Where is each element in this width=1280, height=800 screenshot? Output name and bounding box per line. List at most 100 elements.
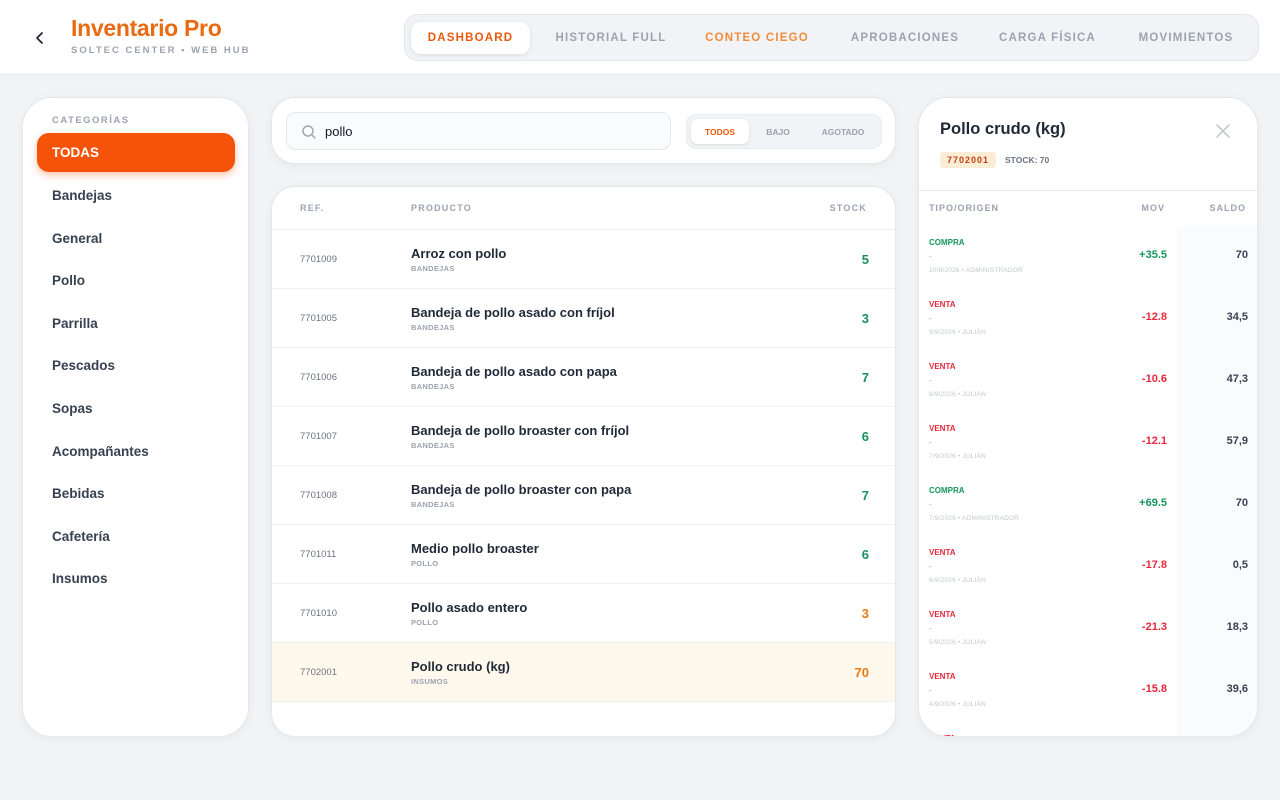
movement-meta: 4/9/2026 • JULIÁN — [929, 701, 986, 708]
table-row[interactable]: 7701011 Medio pollo broaster POLLO 6 — [272, 525, 895, 584]
movement-amount: -12.1 — [1141, 435, 1167, 447]
column-header-stock: STOCK — [829, 203, 867, 213]
column-header-ref: REF. — [300, 203, 325, 213]
movement-origin: - — [929, 624, 932, 633]
row-product-category: POLLO — [411, 618, 439, 627]
row-ref: 7701005 — [300, 313, 337, 324]
row-ref: 7701010 — [300, 608, 337, 619]
category-parrilla[interactable]: Parrilla — [52, 316, 98, 331]
movements-list[interactable]: COMPRA - 10/8/2026 • ADMINISTRADOR +35.5 70 V… — [919, 226, 1257, 736]
category-acompanantes[interactable]: Acompañantes — [52, 444, 149, 459]
row-product-category: BANDEJAS — [411, 382, 455, 391]
movement-saldo: 70 — [1235, 249, 1248, 261]
detail-ref-badge: 7702001 — [940, 152, 997, 168]
category-todas[interactable]: TODAS — [37, 133, 235, 172]
table-row[interactable]: 7702001 Pollo crudo (kg) INSUMOS 70 — [272, 643, 895, 702]
categories-sidebar: CATEGORÍAS TODAS Bandejas General Pollo … — [22, 97, 249, 737]
row-ref: 7702001 — [300, 667, 337, 678]
category-pollo[interactable]: Pollo — [52, 273, 85, 288]
row-product-category: BANDEJAS — [411, 264, 455, 273]
row-ref: 7701011 — [300, 549, 337, 560]
row-product-category: BANDEJAS — [411, 500, 455, 509]
column-header-product: PRODUCTO — [411, 203, 472, 213]
tab-movimientos[interactable]: MOVIMIENTOS — [1138, 32, 1234, 44]
tab-conteo-ciego[interactable]: CONTEO CIEGO — [705, 32, 809, 44]
movement-meta: 7/9/2026 • JULIÁN — [929, 453, 986, 460]
search-input[interactable] — [325, 113, 655, 149]
table-row[interactable]: 7701006 Bandeja de pollo asado con papa BA… — [272, 348, 895, 407]
row-product-name: Bandeja de pollo broaster con papa — [411, 482, 632, 497]
table-row[interactable]: 7701010 Pollo asado entero POLLO 3 — [272, 584, 895, 643]
movement-amount: +35.5 — [1139, 249, 1167, 261]
category-insumos[interactable]: Insumos — [52, 571, 108, 586]
filter-agotado[interactable]: AGOTADO — [821, 126, 865, 137]
filter-todos[interactable]: TODOS — [691, 119, 749, 144]
saldo-cell-background — [1177, 660, 1257, 722]
category-bandejas[interactable]: Bandejas — [52, 188, 113, 203]
row-stock: 5 — [861, 252, 869, 267]
tab-dashboard[interactable]: DASHBOARD — [411, 22, 530, 54]
saldo-cell-background — [1177, 412, 1257, 474]
table-row[interactable]: 7701008 Bandeja de pollo broaster con pap… — [272, 466, 895, 525]
detail-header-divider — [919, 190, 1257, 191]
close-icon[interactable] — [1215, 123, 1231, 139]
movement-type: VENTA — [929, 548, 956, 557]
movement-row: VENTA - 5/9/2026 • JULIÁN -21.3 18,3 — [919, 598, 1257, 660]
movement-origin: - — [929, 438, 932, 447]
row-product-category: BANDEJAS — [411, 441, 455, 450]
category-pescados[interactable]: Pescados — [52, 358, 116, 373]
movement-meta: 5/9/2026 • JULIÁN — [929, 639, 986, 646]
saldo-cell-background — [1177, 288, 1257, 350]
movement-amount: -12.8 — [1141, 311, 1167, 323]
row-product-category: BANDEJAS — [411, 323, 455, 332]
saldo-cell-background — [1177, 350, 1257, 412]
tab-historial-full[interactable]: HISTORIAL FULL — [555, 32, 667, 44]
detail-stock: STOCK: 70 — [1005, 155, 1050, 165]
movement-type: VENTA — [929, 734, 956, 736]
row-stock: 7 — [861, 370, 869, 385]
row-product-name: Bandeja de pollo asado con papa — [411, 364, 617, 379]
movement-saldo: 47,3 — [1226, 373, 1248, 385]
movement-saldo: 39,6 — [1226, 683, 1248, 695]
movement-row: VENTA - 4/9/2026 • JULIÁN -15.8 39,6 — [919, 660, 1257, 722]
table-row[interactable]: 7701007 Bandeja de pollo broaster con frí… — [272, 407, 895, 466]
category-general[interactable]: General — [52, 231, 103, 246]
category-bebidas[interactable]: Bebidas — [52, 486, 105, 501]
movement-type: COMPRA — [929, 486, 965, 495]
movement-origin: - — [929, 252, 932, 261]
main-tabs: DASHBOARD HISTORIAL FULL CONTEO CIEGO AP… — [404, 14, 1259, 61]
chevron-left-icon — [36, 32, 43, 44]
tab-aprobaciones[interactable]: APROBACIONES — [850, 32, 960, 44]
row-stock: 3 — [861, 606, 869, 621]
category-sopas[interactable]: Sopas — [52, 401, 93, 416]
table-row[interactable]: 7701009 Arroz con pollo BANDEJAS 5 — [272, 230, 895, 289]
app-subtitle: SOLTEC CENTER • WEB HUB — [71, 45, 251, 56]
movement-origin: - — [929, 562, 932, 571]
saldo-cell-background — [1177, 226, 1257, 288]
movement-type: VENTA — [929, 424, 956, 433]
tab-carga-fisica[interactable]: CARGA FÍSICA — [998, 32, 1097, 44]
movement-type: VENTA — [929, 610, 956, 619]
row-ref: 7701008 — [300, 490, 337, 501]
row-ref: 7701009 — [300, 254, 337, 265]
category-cafeteria[interactable]: Cafetería — [52, 529, 110, 544]
movement-amount: -21.3 — [1141, 621, 1167, 633]
table-row[interactable]: 7701005 Bandeja de pollo asado con fríjol… — [272, 289, 895, 348]
movement-saldo: 0,5 — [1232, 559, 1248, 571]
stock-filter: TODOS BAJO AGOTADO — [686, 114, 882, 149]
movement-row: COMPRA - 10/8/2026 • ADMINISTRADOR +35.5 70 — [919, 226, 1257, 288]
saldo-cell-background — [1177, 474, 1257, 536]
movement-origin: - — [929, 500, 932, 509]
movement-meta: 9/9/2026 • JULIÁN — [929, 329, 986, 336]
movement-saldo: 57,9 — [1226, 435, 1248, 447]
movement-amount: -15.8 — [1141, 683, 1167, 695]
filter-bajo[interactable]: BAJO — [766, 126, 790, 137]
row-ref: 7701007 — [300, 431, 337, 442]
search-box — [286, 112, 671, 150]
movement-saldo: 34,5 — [1226, 311, 1248, 323]
movement-amount: -10.6 — [1141, 373, 1167, 385]
row-stock: 70 — [854, 665, 869, 680]
movement-origin: - — [929, 686, 932, 695]
row-product-name: Pollo asado entero — [411, 600, 528, 615]
back-button[interactable] — [26, 24, 54, 52]
